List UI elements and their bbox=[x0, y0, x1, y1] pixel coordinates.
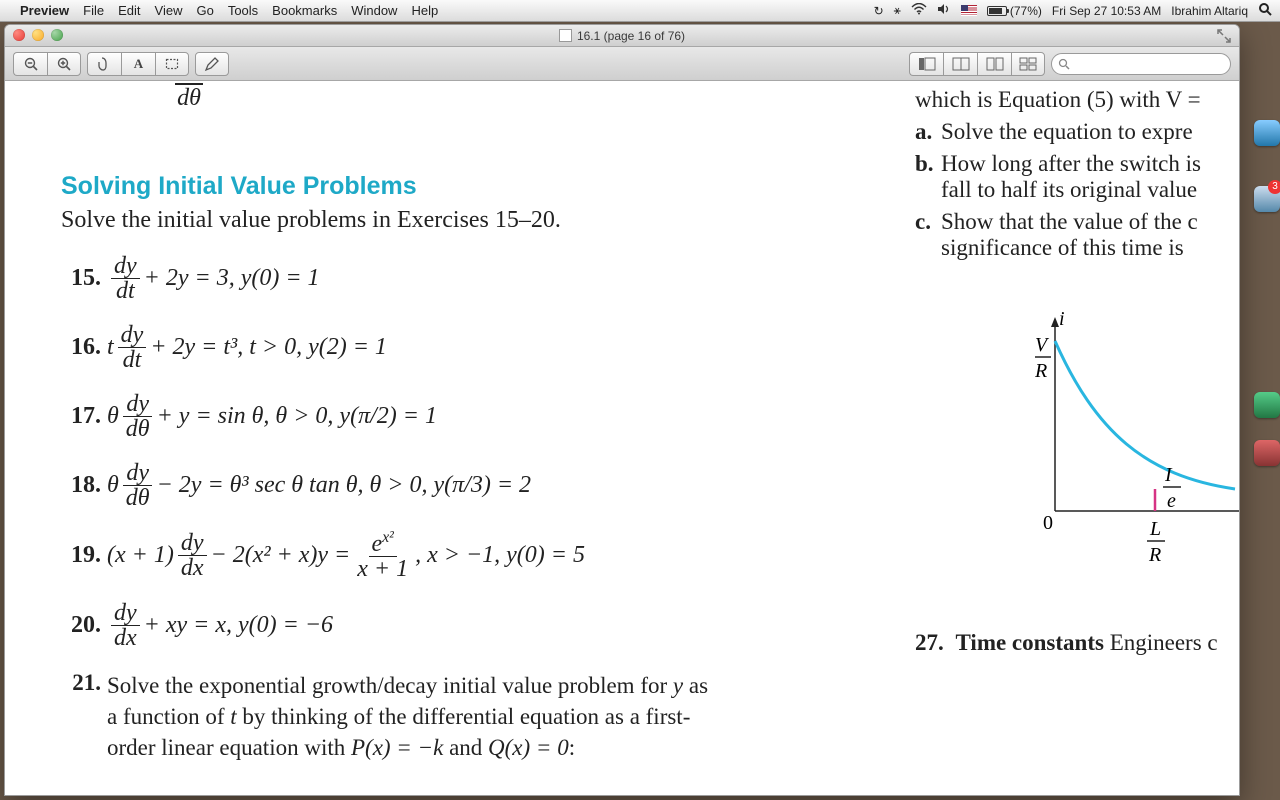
exercise-15: 15. dydt + 2y = 3, y(0) = 1 bbox=[61, 254, 881, 303]
menu-bookmarks[interactable]: Bookmarks bbox=[272, 3, 337, 18]
dock-app-3[interactable] bbox=[1254, 392, 1280, 418]
volume-icon[interactable] bbox=[937, 3, 951, 18]
annotate-button[interactable] bbox=[195, 52, 229, 76]
ex-body: − 2y = θ³ sec θ tan θ, θ > 0, y(π/3) = 2 bbox=[157, 472, 531, 499]
view-mode-1[interactable] bbox=[909, 52, 943, 76]
svg-text:I: I bbox=[1164, 464, 1173, 486]
zoom-in-button[interactable] bbox=[47, 52, 81, 76]
dock-app-mail[interactable] bbox=[1254, 186, 1280, 212]
svg-text:R: R bbox=[1148, 544, 1161, 566]
fullscreen-icon[interactable] bbox=[1217, 29, 1231, 43]
ex-tail: , x > −1, y(0) = 5 bbox=[415, 542, 585, 569]
exercise-18: 18. θ dydθ − 2y = θ³ sec θ tan θ, θ > 0,… bbox=[61, 461, 881, 510]
menu-edit[interactable]: Edit bbox=[118, 3, 140, 18]
zoom-out-button[interactable] bbox=[13, 52, 47, 76]
battery-icon bbox=[987, 6, 1007, 16]
ex-number: 21. bbox=[61, 670, 101, 763]
rc-item-a: a.Solve the equation to expre bbox=[915, 119, 1239, 145]
menu-window[interactable]: Window bbox=[351, 3, 397, 18]
time-machine-icon[interactable]: ↻ bbox=[874, 4, 884, 18]
dock-app-4[interactable] bbox=[1254, 440, 1280, 466]
ex-prefix: θ bbox=[107, 472, 119, 499]
menu-help[interactable]: Help bbox=[411, 3, 438, 18]
view-mode-3[interactable] bbox=[977, 52, 1011, 76]
spotlight-icon[interactable] bbox=[1258, 2, 1272, 19]
ex-body: + xy = x, y(0) = −6 bbox=[144, 612, 333, 639]
battery-percent: (77%) bbox=[1010, 4, 1042, 18]
svg-text:V: V bbox=[1035, 334, 1050, 356]
ex-number: 16. bbox=[61, 334, 101, 361]
rc-item-c: c.Show that the value of the csignifican… bbox=[915, 209, 1239, 261]
exercise-20: 20. dydx + xy = x, y(0) = −6 bbox=[61, 601, 881, 650]
svg-text:i: i bbox=[1059, 311, 1065, 330]
rc-equation-ref: which is Equation (5) with V = bbox=[915, 87, 1239, 113]
wifi-icon[interactable] bbox=[911, 3, 927, 18]
exercise-16: 16. t dydt + 2y = t³, t > 0, y(2) = 1 bbox=[61, 323, 881, 372]
window-titlebar[interactable]: 16.1 (page 16 of 76) bbox=[5, 25, 1239, 47]
section-heading: Solving Initial Value Problems bbox=[61, 172, 881, 201]
ex-prefix: (x + 1) bbox=[107, 542, 174, 569]
ex-prefix: θ bbox=[107, 403, 119, 430]
bluetooth-icon[interactable]: ⚹ bbox=[894, 3, 901, 18]
ex-mid: − 2(x² + x)y = bbox=[211, 542, 351, 569]
svg-text:R: R bbox=[1035, 360, 1047, 382]
svg-text:e: e bbox=[1167, 490, 1176, 512]
section-subtext: Solve the initial value problems in Exer… bbox=[61, 207, 881, 234]
fragment-dtheta: dθ bbox=[175, 83, 203, 112]
window-close-button[interactable] bbox=[13, 29, 25, 41]
dock-app-1[interactable] bbox=[1254, 120, 1280, 146]
preview-toolbar: A bbox=[5, 47, 1239, 81]
ex-number: 18. bbox=[61, 472, 101, 499]
rc-item-b: b.How long after the switch isfall to ha… bbox=[915, 151, 1239, 203]
ex-body: + 2y = 3, y(0) = 1 bbox=[144, 265, 320, 292]
ex-prefix: t bbox=[107, 334, 114, 361]
tool-rect-select[interactable] bbox=[155, 52, 189, 76]
decay-chart: i 0 V R I e L R bbox=[1035, 311, 1239, 576]
menu-file[interactable]: File bbox=[83, 3, 104, 18]
tool-text-select[interactable]: A bbox=[121, 52, 155, 76]
ex-number: 20. bbox=[61, 612, 101, 639]
document-page[interactable]: dθ Solving Initial Value Problems Solve … bbox=[5, 81, 1239, 795]
tool-move[interactable] bbox=[87, 52, 121, 76]
svg-text:0: 0 bbox=[1043, 512, 1053, 534]
input-source-flag-icon[interactable] bbox=[961, 5, 977, 16]
menu-go[interactable]: Go bbox=[196, 3, 213, 18]
svg-text:L: L bbox=[1149, 518, 1161, 540]
preview-window: 16.1 (page 16 of 76) A dθ bbox=[4, 24, 1240, 796]
view-mode-4[interactable] bbox=[1011, 52, 1045, 76]
menu-tools[interactable]: Tools bbox=[228, 3, 258, 18]
ex-body: + y = sin θ, θ > 0, y(π/2) = 1 bbox=[157, 403, 437, 430]
menubar-clock[interactable]: Fri Sep 27 10:53 AM bbox=[1052, 4, 1161, 18]
ex-number: 17. bbox=[61, 403, 101, 430]
exercise-27: 27. Time constants Engineers c bbox=[915, 630, 1239, 656]
ex-number: 19. bbox=[61, 542, 101, 569]
app-name[interactable]: Preview bbox=[20, 3, 69, 18]
dock-peek bbox=[1254, 120, 1280, 488]
toolbar-search[interactable] bbox=[1051, 53, 1231, 75]
macos-menubar: Preview File Edit View Go Tools Bookmark… bbox=[0, 0, 1280, 22]
exercise-19: 19. (x + 1) dydx − 2(x² + x)y = ex² x + … bbox=[61, 530, 881, 581]
exercise-17: 17. θ dydθ + y = sin θ, θ > 0, y(π/2) = … bbox=[61, 392, 881, 441]
exercise-21: 21. Solve the exponential growth/decay i… bbox=[61, 670, 881, 763]
battery-status[interactable]: (77%) bbox=[987, 4, 1042, 18]
window-minimize-button[interactable] bbox=[32, 29, 44, 41]
ex-body: + 2y = t³, t > 0, y(2) = 1 bbox=[150, 334, 387, 361]
ex-number: 15. bbox=[61, 265, 101, 292]
window-zoom-button[interactable] bbox=[51, 29, 63, 41]
menubar-user[interactable]: Ibrahim Altariq bbox=[1171, 4, 1248, 18]
view-mode-2[interactable] bbox=[943, 52, 977, 76]
document-proxy-icon[interactable] bbox=[559, 29, 572, 42]
left-column: dθ Solving Initial Value Problems Solve … bbox=[61, 81, 881, 763]
menu-view[interactable]: View bbox=[155, 3, 183, 18]
right-column: which is Equation (5) with V = a.Solve t… bbox=[915, 81, 1239, 656]
window-title: 16.1 (page 16 of 76) bbox=[577, 29, 685, 43]
